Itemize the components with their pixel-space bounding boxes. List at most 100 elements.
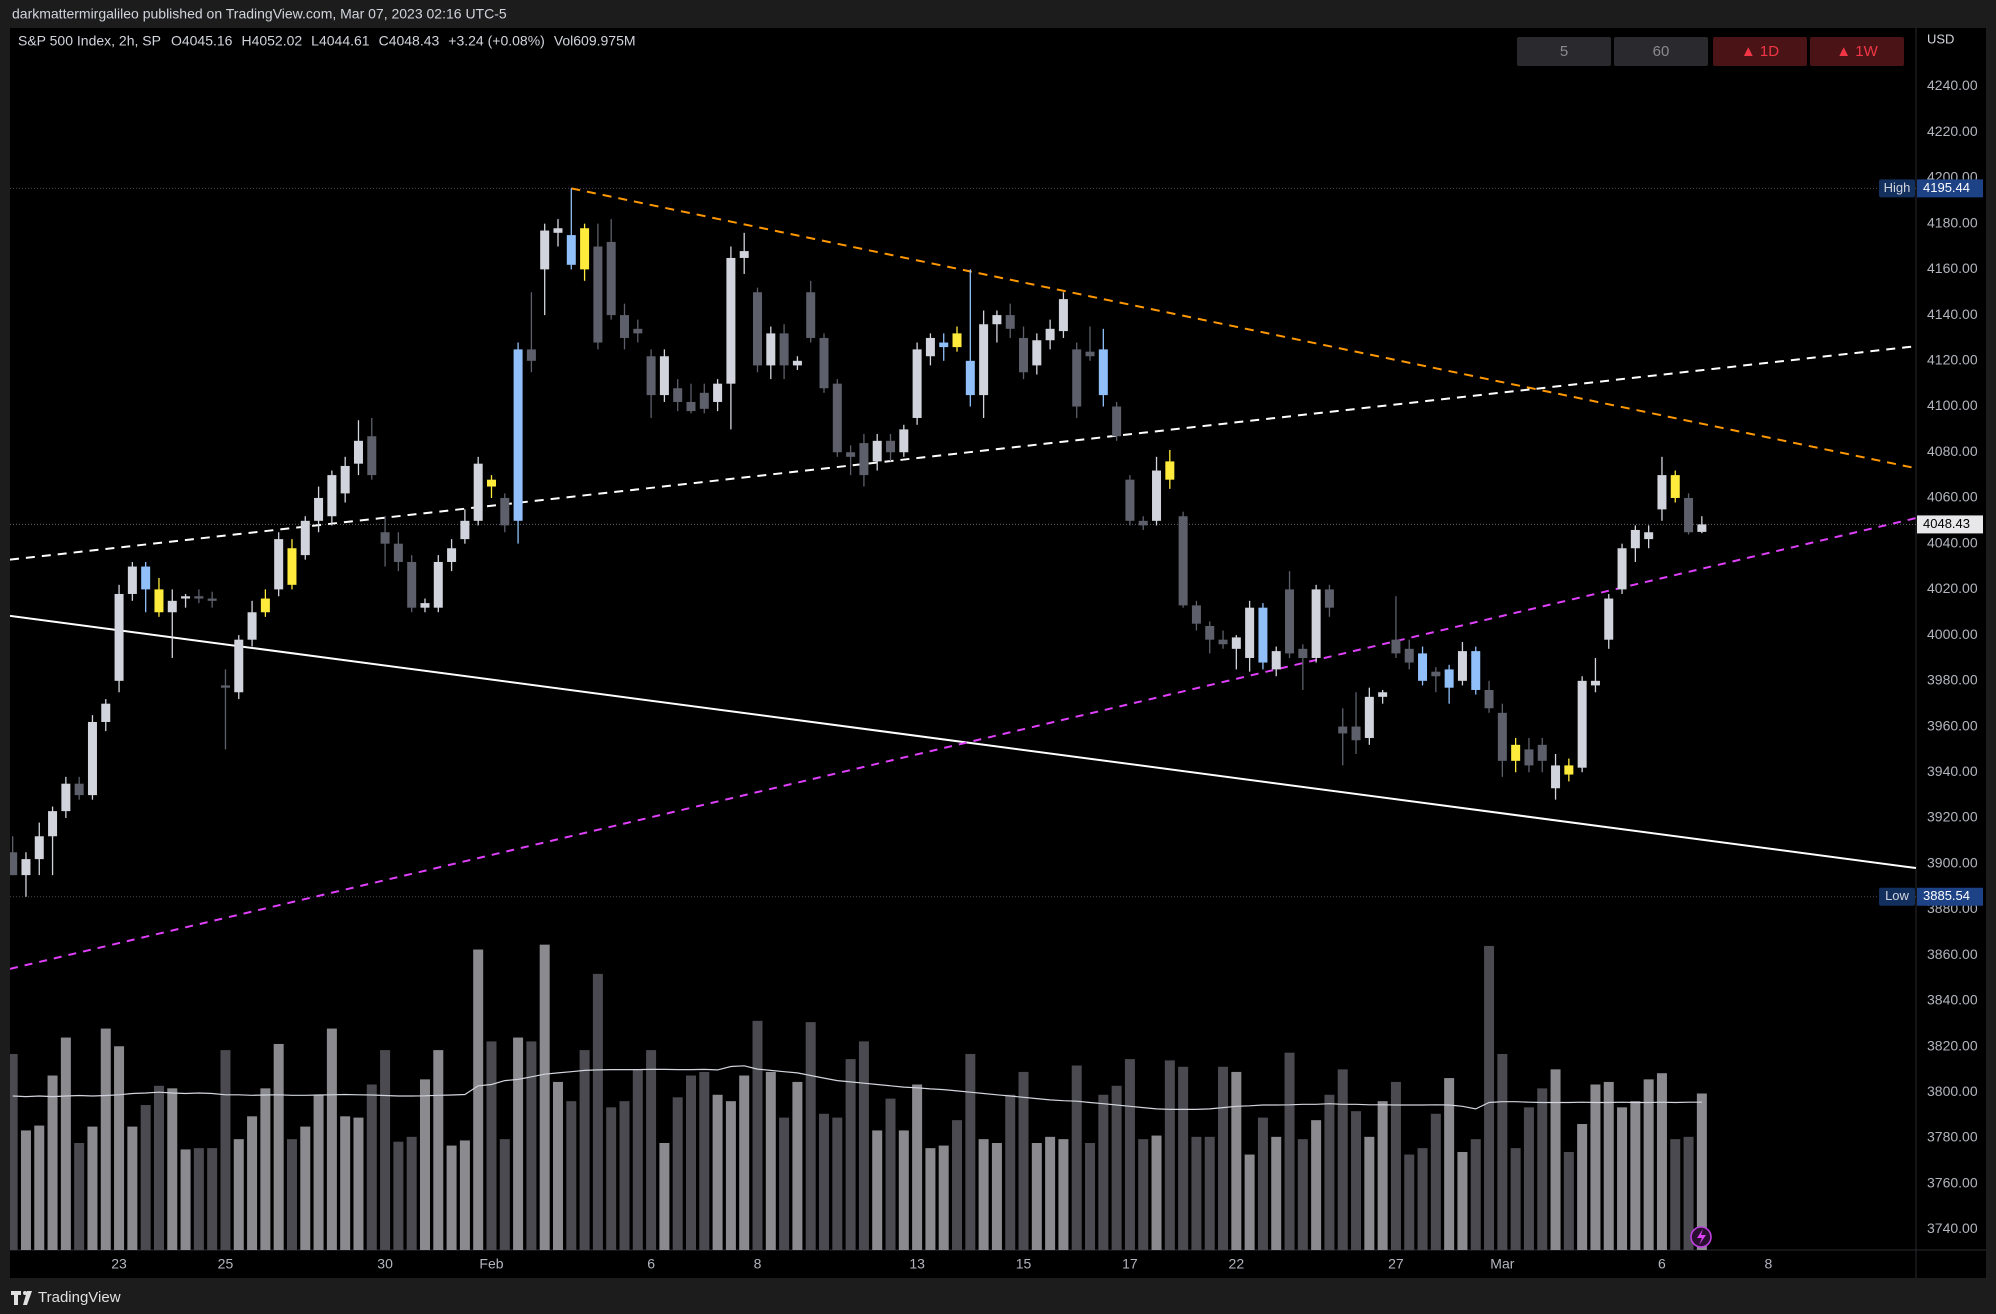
x-tick-label: 8 <box>754 1256 762 1272</box>
volume-bar <box>1018 1071 1029 1250</box>
candle-body <box>1258 607 1268 663</box>
candle-body <box>886 440 896 453</box>
y-tick-label: 4180.00 <box>1927 214 1978 230</box>
volume-bar <box>1071 1065 1082 1250</box>
candle-body <box>1098 349 1108 396</box>
candle-body <box>473 463 483 521</box>
candle-body <box>1338 726 1348 734</box>
volume-bar <box>1563 1151 1574 1250</box>
interval-button[interactable] <box>1517 37 1611 66</box>
volume-bar <box>819 1113 830 1250</box>
x-tick-label: Mar <box>1490 1256 1514 1272</box>
candle-body <box>1551 765 1561 789</box>
volume-bar <box>1656 1073 1667 1250</box>
candle-body <box>1285 589 1295 654</box>
x-tick-label: 30 <box>377 1256 393 1272</box>
volume-bar <box>606 1107 617 1250</box>
interval-button-label[interactable]: 60 <box>1653 43 1670 60</box>
candle-body <box>74 783 84 796</box>
volume-bar <box>991 1142 1002 1250</box>
volume-bar <box>965 1053 976 1250</box>
candle-body <box>21 859 31 876</box>
volume-bar <box>140 1105 151 1250</box>
candle-body <box>141 566 151 590</box>
candle-body <box>486 479 496 487</box>
volume-bar <box>87 1126 98 1250</box>
x-tick-label: 17 <box>1122 1256 1138 1272</box>
volume-bar <box>845 1059 856 1250</box>
volume-bar <box>366 1084 377 1250</box>
candle-body <box>1418 653 1428 681</box>
interval-button-label[interactable]: ▲ 1D <box>1741 43 1779 60</box>
y-tick-label: 4080.00 <box>1927 443 1978 459</box>
volume-bar <box>380 1050 391 1250</box>
volume-bar <box>872 1130 883 1250</box>
candle-body <box>699 392 709 409</box>
brand[interactable]: TradingView <box>38 1289 121 1306</box>
candle-body <box>1125 479 1135 521</box>
volume-bar <box>779 1117 790 1250</box>
interval-button-label[interactable]: ▲ 1W <box>1836 43 1878 60</box>
volume-bar <box>340 1116 351 1250</box>
volume-bar <box>659 1142 670 1250</box>
candle-body <box>220 685 230 688</box>
trendline <box>10 614 1916 870</box>
x-tick-label: 13 <box>909 1256 925 1272</box>
volume-bar <box>1164 1060 1175 1250</box>
candle-body <box>1484 689 1494 709</box>
volume-bar <box>1271 1136 1282 1250</box>
y-tick-label: 3800.00 <box>1927 1083 1978 1099</box>
volume-bar <box>1696 1093 1707 1250</box>
interval-button[interactable] <box>1810 37 1904 66</box>
candle-body <box>859 443 869 476</box>
marker-label-bg <box>1879 887 1915 906</box>
logo-v <box>23 1291 32 1305</box>
volume-bar <box>712 1094 723 1250</box>
volume-bar <box>1324 1094 1335 1250</box>
candle-body <box>1564 765 1574 775</box>
volume-bar <box>552 1081 563 1250</box>
volume-bar <box>646 1050 657 1250</box>
volume-bar <box>167 1088 178 1250</box>
candle-body <box>127 566 137 594</box>
candle-body <box>819 337 829 389</box>
y-tick-label: 4140.00 <box>1927 306 1978 322</box>
volume-bar <box>1577 1124 1588 1250</box>
candle-body <box>686 401 696 412</box>
volume-bar <box>1430 1113 1441 1250</box>
volume-bar <box>273 1043 284 1250</box>
interval-buttons: 5 60 ▲ 1D ▲ 1W <box>1517 37 1904 66</box>
volume-bar <box>1191 1136 1202 1250</box>
candle-body <box>1431 671 1441 677</box>
candle-body <box>1670 475 1680 498</box>
candle-body <box>1537 744 1547 761</box>
candle-body <box>726 257 736 384</box>
candle-body <box>87 721 97 796</box>
y-tick-label: 4160.00 <box>1927 260 1978 276</box>
volume-bar <box>1510 1148 1521 1250</box>
candle-body <box>713 383 723 402</box>
candle-body <box>1590 680 1600 686</box>
volume-bar <box>499 1139 510 1250</box>
volume-bar <box>1364 1136 1375 1250</box>
interval-button[interactable] <box>1614 37 1708 66</box>
interval-button-label[interactable]: 5 <box>1560 43 1568 60</box>
volume-bar <box>685 1075 696 1250</box>
volume-bar <box>526 1041 537 1250</box>
volume-bar <box>473 949 484 1250</box>
interval-button[interactable] <box>1713 37 1807 66</box>
candle-body <box>433 561 443 608</box>
volume-bar <box>419 1079 430 1250</box>
volume-bar <box>207 1148 218 1250</box>
volume-bar <box>885 1098 896 1250</box>
candle-body <box>1404 648 1414 663</box>
volume-bar <box>1404 1154 1415 1250</box>
candle-body <box>659 356 669 396</box>
candle-body <box>1630 529 1640 549</box>
y-tick-label: 4020.00 <box>1927 580 1978 596</box>
candle-body <box>513 349 523 521</box>
candle-body <box>353 440 363 464</box>
candle-body <box>1112 406 1122 437</box>
volume-bar <box>446 1145 457 1250</box>
volume-bar <box>1630 1101 1641 1250</box>
